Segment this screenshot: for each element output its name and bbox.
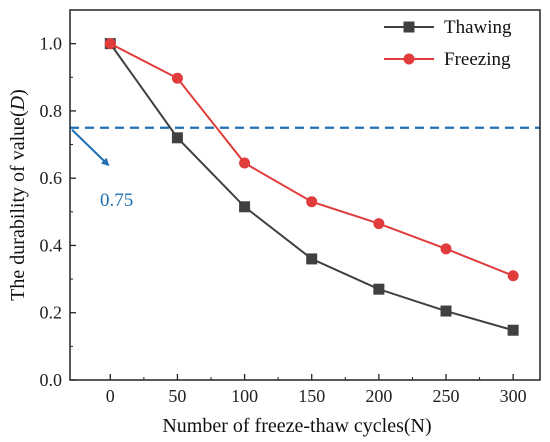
data-point-thawing [508, 325, 519, 336]
x-tick-label: 200 [365, 386, 392, 406]
data-point-thawing [306, 253, 317, 264]
series-line-freezing [110, 44, 513, 276]
legend-marker-thawing [404, 22, 415, 33]
legend-marker-freezing [404, 54, 415, 65]
x-tick-label: 150 [298, 386, 325, 406]
y-tick-label: 0.6 [40, 168, 63, 188]
data-point-freezing [441, 243, 452, 254]
legend-label-thawing: Thawing [444, 17, 512, 38]
y-tick-label: 0.4 [40, 235, 63, 255]
legend-label-freezing: Freezing [444, 49, 511, 70]
data-point-thawing [373, 284, 384, 295]
y-axis-title-suffix: ) [7, 89, 29, 96]
x-tick-label: 100 [231, 386, 258, 406]
y-tick-label: 1.0 [40, 34, 63, 54]
data-point-freezing [508, 270, 519, 281]
data-point-freezing [373, 218, 384, 229]
y-axis-title-var: D [7, 95, 29, 111]
data-point-freezing [105, 38, 116, 49]
data-point-freezing [239, 158, 250, 169]
data-point-thawing [441, 306, 452, 317]
y-tick-label: 0.0 [40, 370, 63, 390]
y-axis-title-prefix: The durability of value( [7, 110, 29, 301]
data-point-freezing [306, 196, 317, 207]
x-tick-label: 50 [168, 386, 186, 406]
data-point-thawing [239, 201, 250, 212]
reference-arrow [72, 130, 108, 165]
series-layer [105, 38, 519, 336]
x-axis-title: Number of freeze-thaw cycles(N) [162, 415, 431, 437]
legend: Thawing Freezing [384, 17, 512, 70]
reference-layer [70, 128, 540, 165]
y-tick-label: 0.8 [40, 101, 63, 121]
data-point-freezing [172, 73, 183, 84]
x-tick-label: 0 [106, 386, 115, 406]
x-tick-label: 300 [500, 386, 527, 406]
series-line-thawing [110, 44, 513, 331]
y-tick-label: 0.2 [40, 303, 63, 323]
reference-annotation: 0.75 [100, 190, 133, 211]
data-point-thawing [172, 132, 183, 143]
x-tick-label: 250 [433, 386, 460, 406]
y-axis-title: The durability of value(D) [7, 89, 29, 301]
